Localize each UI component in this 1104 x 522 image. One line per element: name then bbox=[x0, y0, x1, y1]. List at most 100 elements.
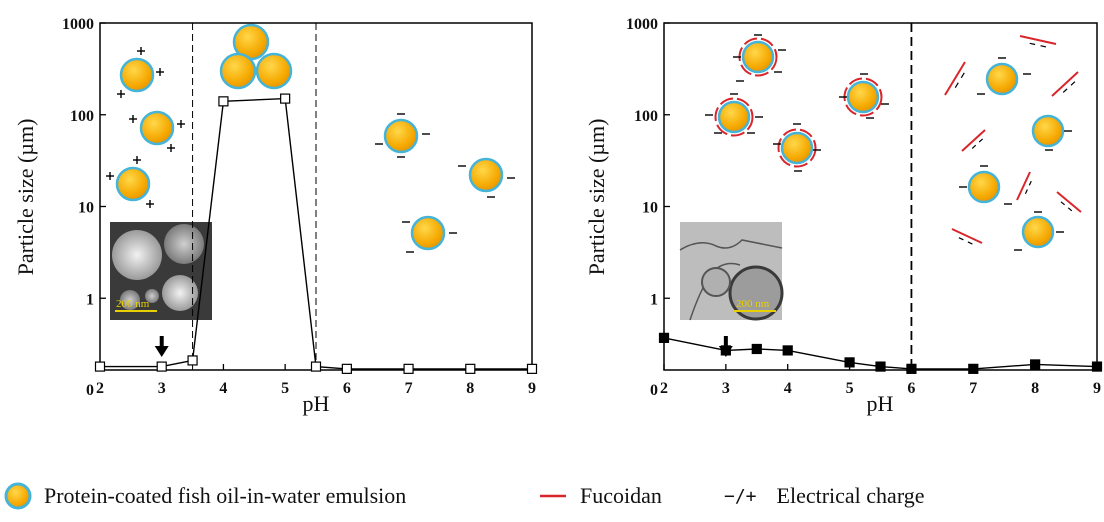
series-line bbox=[100, 97, 532, 370]
data-point bbox=[465, 363, 476, 374]
emulsion-droplet-icon bbox=[1031, 114, 1065, 148]
axes-left: 2 3 4 5 6 7 8 9 0 1 10 100 1000 bbox=[62, 16, 536, 399]
illustration-left bbox=[106, 23, 515, 253]
emulsion-droplet-icon bbox=[219, 52, 257, 90]
charge-symbol bbox=[117, 90, 125, 98]
arrow-icon bbox=[154, 346, 169, 357]
data-point bbox=[156, 361, 167, 372]
x-axis-label-left: pH bbox=[303, 391, 330, 416]
x-tick-label: 8 bbox=[466, 380, 474, 397]
emulsion-droplet-icon bbox=[119, 57, 155, 93]
fucoidan-strand-icon bbox=[1056, 191, 1082, 213]
x-tick-label: 5 bbox=[281, 380, 289, 397]
chart-left: 200 nm 2 3 4 5 6 7 8 9 0 1 10 100 1000 pH Particle s… bbox=[13, 16, 538, 416]
data-point bbox=[844, 357, 855, 368]
emulsion-droplet-icon bbox=[410, 215, 446, 251]
series-line bbox=[663, 337, 1098, 370]
y-tick-label: 1 bbox=[86, 291, 94, 308]
charge-symbol bbox=[129, 115, 137, 123]
legend-item-charge: −/+ Electrical charge bbox=[724, 476, 925, 516]
emulsion-droplet-icon bbox=[967, 170, 1001, 204]
x-tick-label: 4 bbox=[784, 380, 792, 397]
data-right bbox=[658, 332, 1103, 374]
x-tick-label: 7 bbox=[405, 380, 413, 397]
data-point bbox=[1091, 361, 1103, 372]
data-point bbox=[1030, 359, 1041, 370]
arrow-icon bbox=[718, 346, 733, 357]
charge-symbol: −/+ bbox=[724, 485, 757, 507]
chart-right: 200 nm 2 3 4 5 6 7 8 9 0 1 10 100 1000 pH Particle s… bbox=[584, 16, 1103, 416]
fucoidan-strand-icon bbox=[1019, 35, 1057, 48]
data-point bbox=[968, 363, 979, 374]
x-tick-label: 3 bbox=[158, 380, 166, 397]
x-tick-label: 7 bbox=[969, 380, 977, 397]
data-point bbox=[94, 361, 106, 372]
data-point bbox=[403, 363, 414, 374]
x-tick-label: 5 bbox=[846, 380, 854, 397]
y-tick-label: 1000 bbox=[62, 16, 94, 33]
charge-symbol bbox=[137, 47, 145, 55]
fucoidan-strand-icon bbox=[1016, 171, 1032, 201]
emulsion-droplet-icon bbox=[1021, 215, 1055, 249]
charge-symbol bbox=[106, 172, 114, 180]
emulsion-droplet-icon bbox=[714, 97, 754, 137]
illustration-right bbox=[705, 34, 1082, 251]
charge-symbol bbox=[167, 144, 175, 152]
x-tick-label: 8 bbox=[1031, 380, 1039, 397]
legend-label-emulsion: Protein-coated fish oil-in-water emulsio… bbox=[44, 483, 407, 508]
x-tick-label: 6 bbox=[907, 380, 915, 397]
charge-symbol bbox=[146, 200, 154, 208]
y-axis-label-right: Particle size (µm) bbox=[584, 119, 609, 276]
y-axis-label-left: Particle size (µm) bbox=[13, 119, 38, 276]
y-tick-label: 0 bbox=[86, 382, 94, 399]
fucoidan-strand-icon bbox=[1051, 71, 1079, 97]
micrograph-inset: 200 nm bbox=[679, 222, 784, 321]
data-point bbox=[658, 332, 670, 343]
emulsion-droplet-icon bbox=[738, 37, 778, 77]
charge-symbol bbox=[156, 68, 164, 76]
x-tick-label: 6 bbox=[343, 380, 351, 397]
x-axis-label-right: pH bbox=[867, 391, 894, 416]
data-point bbox=[906, 363, 917, 374]
y-tick-label: 10 bbox=[642, 200, 658, 217]
emulsion-droplet-icon bbox=[777, 128, 817, 168]
emulsion-droplet-icon bbox=[255, 52, 293, 90]
legend-label-fucoidan: Fucoidan bbox=[580, 483, 662, 508]
data-point bbox=[280, 93, 291, 104]
data-point bbox=[782, 345, 793, 356]
x-tick-label: 9 bbox=[1093, 380, 1101, 397]
micrograph-inset: 200 nm bbox=[110, 222, 212, 320]
fucoidan-strand-icon bbox=[944, 61, 966, 96]
y-tick-label: 1 bbox=[650, 291, 658, 308]
x-tick-label: 3 bbox=[722, 380, 730, 397]
charge-symbol bbox=[133, 156, 141, 164]
data-point bbox=[187, 355, 198, 366]
y-tick-label: 10 bbox=[78, 200, 94, 217]
legend-item-fucoidan: Fucoidan bbox=[538, 476, 662, 516]
legend-label-charge: Electrical charge bbox=[776, 483, 925, 508]
data-point bbox=[526, 363, 538, 374]
x-tick-label: 2 bbox=[96, 380, 104, 397]
charge-symbol bbox=[177, 120, 185, 128]
data-point bbox=[341, 363, 352, 374]
emulsion-droplet-icon bbox=[468, 157, 504, 193]
emulsion-droplet-icon bbox=[139, 110, 175, 146]
inset-scalebar-right: 200 nm bbox=[736, 298, 770, 310]
emulsion-droplet-icon bbox=[383, 118, 419, 154]
fucoidan-strand-icon bbox=[961, 129, 986, 152]
data-point bbox=[310, 361, 322, 372]
inset-scalebar-left: 200 nm bbox=[116, 298, 150, 310]
x-tick-label: 4 bbox=[219, 380, 227, 397]
y-tick-label: 0 bbox=[650, 382, 658, 399]
emulsion-droplet-icon bbox=[985, 62, 1019, 96]
data-left bbox=[94, 93, 538, 374]
y-tick-label: 100 bbox=[70, 108, 94, 125]
emulsion-droplet-icon bbox=[843, 77, 883, 117]
data-point bbox=[875, 361, 886, 372]
data-point bbox=[218, 96, 229, 107]
emulsion-droplet-icon bbox=[4, 482, 32, 510]
axes-right: 2 3 4 5 6 7 8 9 0 1 10 100 1000 bbox=[626, 16, 1101, 399]
legend: Protein-coated fish oil-in-water emulsio… bbox=[0, 476, 1104, 516]
fucoidan-strand-icon bbox=[540, 494, 566, 498]
